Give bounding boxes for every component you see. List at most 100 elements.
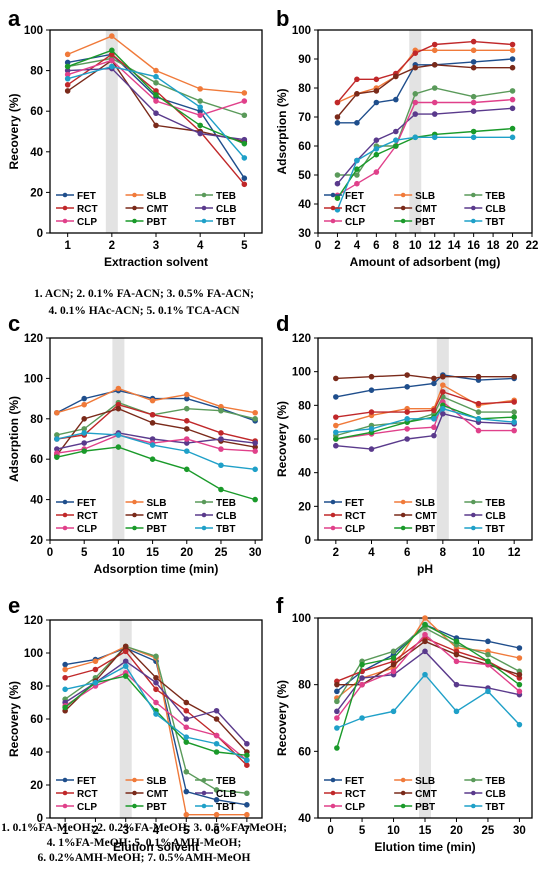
- legend-marker: [62, 499, 68, 505]
- y-tick-label: 100: [292, 25, 311, 37]
- data-point-RCT: [333, 414, 339, 420]
- data-point-TEB: [183, 405, 190, 412]
- data-point-CLP: [197, 112, 203, 119]
- data-point-TBT: [197, 104, 203, 110]
- series-line-TBT: [336, 136, 513, 211]
- legend-marker: [132, 499, 137, 505]
- data-point-TBT: [373, 146, 380, 152]
- data-point-TBT: [252, 466, 258, 473]
- data-point-TBT: [431, 416, 437, 422]
- panel-e: 0 20 40 60 80 100 120 1 2 3 4 5 6 7 Elution solvent Rec…: [1, 593, 287, 864]
- data-point-FET: [334, 688, 340, 695]
- legend-label: RCT: [77, 204, 98, 215]
- data-point-TBT: [412, 134, 419, 141]
- data-point-TBT: [516, 721, 523, 728]
- legend-marker: [62, 192, 68, 198]
- data-point-CLP: [511, 427, 517, 434]
- data-point-TBT: [390, 708, 397, 715]
- legend-label: PBT: [147, 217, 167, 228]
- legend-marker: [201, 790, 207, 796]
- data-point-PBT: [470, 128, 477, 135]
- data-point-FET: [368, 387, 375, 393]
- data-point-CLP: [516, 688, 523, 695]
- data-point-FET: [485, 638, 491, 645]
- y-tick-label: 120: [24, 333, 43, 345]
- legend-label: PBT: [147, 802, 167, 813]
- x-axis-label: Amount of adsorbent (mg): [350, 255, 501, 269]
- series-line-SLB: [56, 387, 256, 414]
- data-point-RCT: [368, 409, 375, 415]
- x-tick-label: 22: [526, 240, 539, 252]
- data-point-SLB: [244, 811, 250, 818]
- legend-marker: [330, 192, 336, 198]
- data-point-CMT: [390, 661, 397, 668]
- data-point-CLP: [390, 668, 397, 675]
- legend-marker: [132, 205, 137, 211]
- data-point-SLB: [153, 67, 159, 74]
- data-point-CMT: [368, 373, 375, 380]
- data-point-CLP: [404, 426, 410, 432]
- panel-letter: e: [8, 593, 20, 618]
- y-axis-label: Recovery (%): [275, 401, 289, 477]
- data-point-RCT: [92, 666, 99, 673]
- data-point-CLP: [252, 448, 258, 454]
- legend-label: PBT: [415, 524, 435, 535]
- data-point-CLB: [404, 436, 410, 442]
- x-tick-label: 3: [123, 825, 129, 837]
- data-point-TBT: [54, 436, 60, 442]
- legend-label: SLB: [415, 498, 435, 509]
- data-point-RCT: [241, 181, 248, 188]
- x-tick-label: 16: [467, 240, 480, 252]
- legend-marker: [62, 790, 68, 796]
- legend-marker: [471, 205, 476, 211]
- x-axis-label: Extraction solvent: [104, 255, 208, 269]
- y-tick-label: 100: [24, 648, 43, 660]
- legend-label: RCT: [77, 789, 98, 800]
- data-point-SLB: [241, 90, 248, 96]
- data-point-PBT: [373, 151, 380, 158]
- x-tick-label: 6: [213, 825, 219, 837]
- panel-letter: a: [8, 6, 21, 31]
- legend-marker: [330, 777, 336, 783]
- data-point-CMT: [149, 420, 156, 426]
- data-point-CLP: [359, 681, 365, 688]
- legend-label: RCT: [345, 204, 366, 215]
- x-tick-label: 4: [354, 240, 361, 252]
- data-point-CLP: [354, 180, 360, 187]
- legend-marker: [132, 777, 137, 783]
- legend-marker: [62, 803, 68, 809]
- data-point-RCT: [334, 99, 341, 106]
- y-tick-label: 100: [292, 613, 311, 625]
- data-point-CLP: [475, 427, 482, 434]
- legend-label: SLB: [147, 191, 167, 202]
- x-axis-label: Elution time (min): [374, 840, 475, 854]
- y-tick-label: 0: [305, 535, 311, 547]
- legend-label: TBT: [485, 802, 504, 813]
- data-point-PBT: [213, 749, 220, 755]
- data-point-CLP: [334, 715, 340, 721]
- data-point-TBT: [183, 448, 190, 454]
- data-point-TBT: [218, 462, 224, 469]
- legend-label: TEB: [485, 498, 505, 509]
- legend-label: CLP: [345, 802, 365, 813]
- data-point-RCT: [509, 41, 516, 48]
- x-tick-label: 0: [47, 547, 53, 559]
- y-tick-label: 50: [298, 170, 311, 182]
- data-point-CMT: [213, 716, 220, 722]
- legend-label: RCT: [345, 789, 366, 800]
- data-point-CMT: [333, 375, 339, 382]
- x-tick-label: 10: [112, 547, 125, 559]
- data-point-PBT: [183, 739, 190, 745]
- y-axis-label: Adsorption (%): [275, 89, 289, 175]
- legend-label: TEB: [216, 498, 236, 509]
- data-point-SLB: [197, 86, 203, 92]
- legend-label: CMT: [147, 511, 169, 522]
- legend-marker: [201, 218, 207, 224]
- data-point-TEB: [244, 790, 250, 797]
- data-point-FET: [333, 394, 339, 400]
- data-point-PBT: [218, 486, 224, 493]
- data-point-CLB: [440, 410, 446, 417]
- x-tick-label: 8: [393, 240, 400, 252]
- data-point-CLP: [431, 424, 437, 431]
- y-tick-label: 120: [292, 333, 311, 345]
